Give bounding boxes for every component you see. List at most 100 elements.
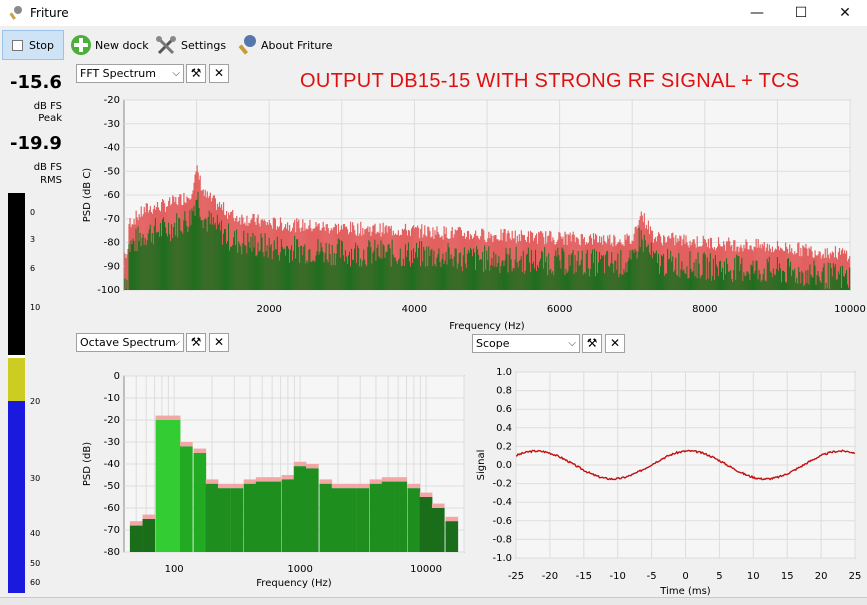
fft-bar (137, 226, 139, 290)
fft-peak-bar (543, 237, 545, 290)
fft-bar (293, 250, 295, 290)
fft-bar (708, 261, 710, 290)
fft-y-tick-label: -90 (104, 261, 120, 272)
fft-bar (717, 276, 720, 290)
about-button[interactable]: About Friture (236, 30, 332, 60)
fft-bar (592, 263, 595, 290)
fft-peak-bar (684, 243, 686, 290)
close-window-button[interactable]: ✕ (839, 5, 851, 21)
fft-bar (718, 261, 721, 290)
fft-peak-bar (758, 247, 760, 290)
fft-peak-bar (359, 233, 361, 290)
fft-bar (793, 271, 795, 290)
fft-bar (636, 258, 638, 290)
fft-peak-bar (475, 230, 477, 290)
fft-bar (570, 254, 572, 290)
fft-bar (519, 259, 521, 290)
fft-bar (780, 282, 783, 290)
fft-bar (484, 245, 486, 290)
fft-bar (323, 262, 325, 290)
fft-bar (279, 252, 282, 290)
maximize-button[interactable]: ☐ (794, 5, 808, 21)
settings-button[interactable]: Settings (156, 30, 226, 60)
microphone-app-icon (9, 6, 22, 20)
fft-bar (458, 253, 460, 290)
fft-bar (284, 255, 287, 290)
new-dock-button[interactable]: New dock (70, 30, 149, 60)
minimize-button[interactable]: — (750, 5, 764, 21)
fft-bar (620, 250, 622, 290)
fft-bar (750, 264, 752, 290)
fft-bar (295, 258, 297, 290)
fft-peak-bar (705, 242, 707, 290)
fft-bar (324, 253, 326, 290)
fft-bar (375, 260, 377, 290)
fft-bar (809, 264, 811, 290)
fft-bar (316, 251, 318, 290)
fft-close-button[interactable]: ✕ (209, 64, 229, 83)
octave-y-tick-label: -80 (104, 547, 120, 558)
fft-peak-bar (400, 235, 403, 290)
octave-dock-select[interactable]: Octave Spectrum ⌵ (76, 333, 184, 352)
stop-button[interactable]: Stop (2, 30, 64, 60)
fft-bar (593, 248, 596, 290)
fft-bar (410, 250, 413, 290)
fft-bar (816, 275, 818, 290)
fft-bar (357, 245, 359, 290)
fft-dock-select[interactable]: FFT Spectrum ⌵ (76, 64, 184, 83)
fft-bar (402, 258, 405, 290)
fft-bar (188, 226, 190, 290)
octave-settings-button[interactable]: ⚒ (186, 333, 206, 352)
fft-bar (566, 272, 568, 290)
fft-bar (652, 251, 655, 290)
fft-bar (294, 235, 296, 290)
fft-bar (758, 270, 760, 290)
fft-bar (164, 221, 166, 290)
scope-y-tick-label: -0.6 (492, 516, 512, 527)
fft-bar (824, 289, 826, 290)
fft-bar (416, 242, 418, 290)
fft-bar (513, 268, 515, 290)
fft-peak-bar (731, 245, 733, 290)
settings-label: Settings (181, 38, 227, 52)
fft-peak-bar (690, 245, 692, 290)
fft-peak-bar (432, 227, 434, 290)
octave-bar (255, 481, 269, 552)
octave-close-button[interactable]: ✕ (209, 333, 229, 352)
fft-bar (204, 218, 206, 290)
fft-bar (715, 264, 718, 290)
octave-peak-mark (217, 483, 231, 489)
fft-bar (805, 270, 807, 290)
fft-bar (512, 267, 514, 290)
fft-peak-bar (759, 244, 761, 290)
fft-bar (728, 271, 730, 290)
scope-settings-button[interactable]: ⚒ (582, 334, 602, 353)
fft-peak-bar (292, 227, 294, 290)
fft-bar (147, 233, 149, 290)
fft-bar (670, 250, 672, 290)
scope-close-button[interactable]: ✕ (605, 334, 625, 353)
fft-bar (539, 261, 541, 290)
fft-bar (362, 260, 364, 290)
fft-peak-bar (760, 248, 762, 290)
fft-peak-bar (806, 248, 808, 290)
fft-bar (835, 279, 838, 290)
fft-peak-bar (782, 251, 785, 290)
fft-peak-bar (435, 234, 437, 290)
fft-settings-button[interactable]: ⚒ (186, 64, 206, 83)
fft-bar (610, 263, 612, 290)
fft-bar (849, 267, 851, 290)
scope-y-tick-label: 0.8 (496, 386, 512, 397)
fft-bar (754, 270, 756, 290)
fft-peak-bar (604, 240, 606, 290)
fft-bar (489, 270, 491, 290)
fft-peak-bar (302, 219, 304, 290)
fft-peak-bar (124, 253, 126, 290)
fft-bar (390, 266, 392, 290)
fft-peak-bar (565, 234, 567, 290)
fft-peak-bar (761, 243, 763, 290)
scope-dock-select[interactable]: Scope ⌵ (472, 334, 580, 353)
fft-bar (142, 234, 144, 290)
fft-peak-bar (346, 229, 349, 290)
fft-bar (542, 252, 544, 290)
